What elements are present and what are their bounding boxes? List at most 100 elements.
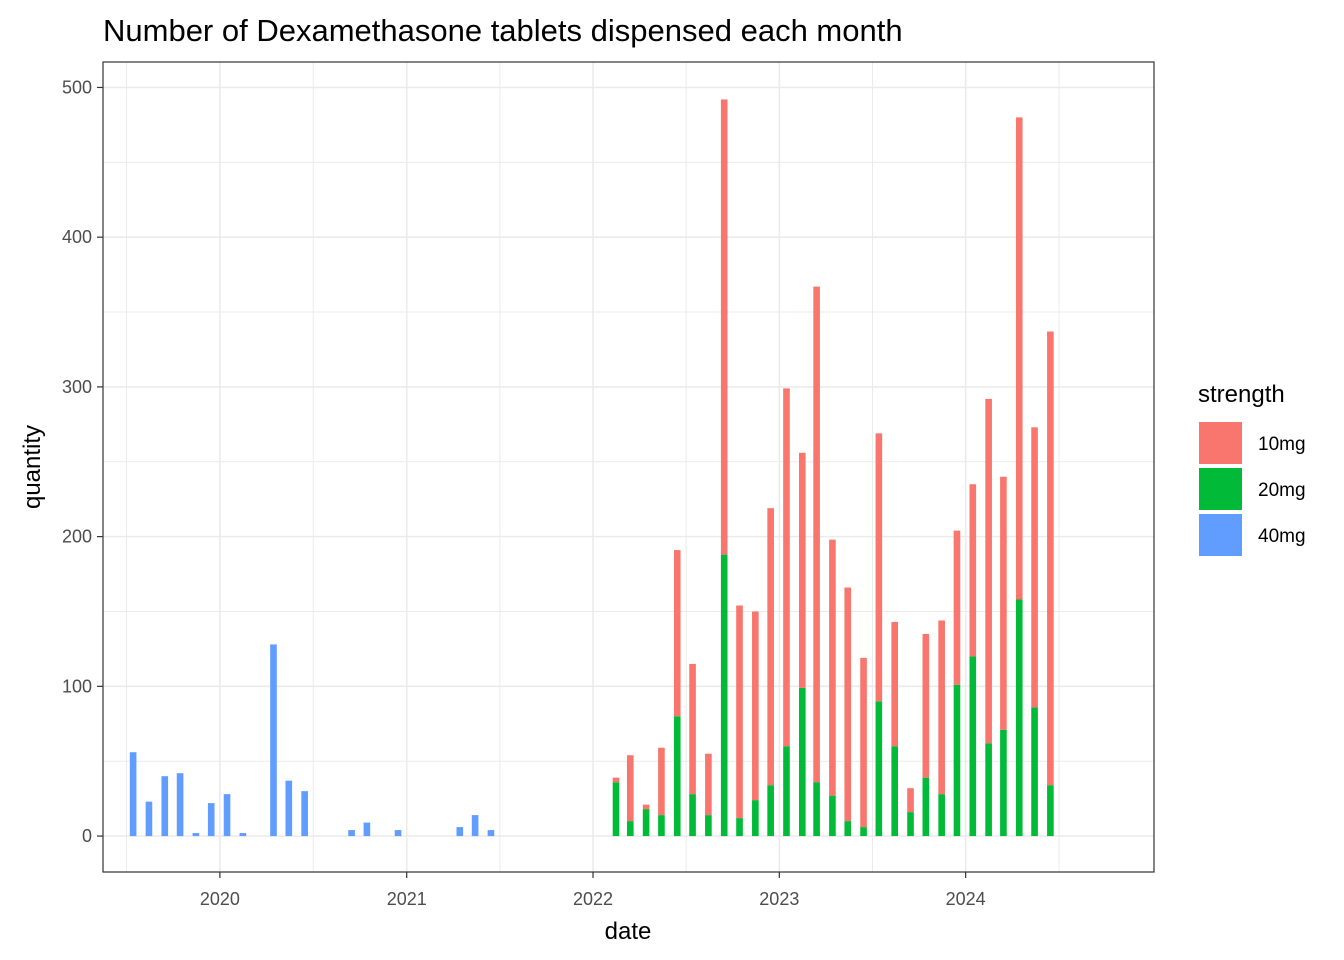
bar-20mg-2022-02 [612, 782, 620, 837]
bar-20mg-2023-12 [953, 684, 961, 837]
bar-20mg-2023-10 [922, 777, 930, 837]
bar-40mg-2019-08 [145, 801, 153, 837]
bar-20mg-2024-06 [1047, 785, 1054, 837]
bar-20mg-2023-06 [860, 827, 867, 837]
bar-10mg-2022-07 [689, 663, 696, 795]
bar-40mg-2020-10 [363, 822, 371, 837]
bar-20mg-2022-03 [626, 821, 634, 837]
bar-10mg-2023-07 [875, 433, 883, 702]
bar-10mg-2022-09 [720, 99, 728, 555]
bar-20mg-2023-05 [844, 821, 852, 837]
bar-10mg-2023-03 [813, 286, 820, 783]
bar-10mg-2023-04 [829, 539, 836, 796]
x-tick-label: 2024 [946, 889, 986, 909]
x-axis-label: date [605, 918, 652, 945]
bar-10mg-2023-02 [799, 452, 806, 688]
bar-40mg-2020-05 [285, 780, 293, 837]
bar-10mg-2024-02 [985, 398, 992, 744]
bar-40mg-2020-09 [348, 830, 355, 837]
bar-10mg-2022-11 [752, 611, 759, 801]
y-tick-label: 300 [62, 377, 92, 397]
bar-20mg-2023-07 [875, 701, 883, 837]
bar-10mg-2022-03 [626, 755, 634, 822]
legend-label-10mg: 10mg [1258, 434, 1306, 455]
bar-40mg-2020-04 [270, 644, 277, 837]
bar-10mg-2023-01 [783, 388, 790, 747]
x-axis: 2020 2021 2022 2023 2024 [200, 872, 986, 909]
bar-40mg-2020-06 [301, 791, 308, 837]
bar-10mg-2022-08 [705, 753, 712, 816]
plot-border [102, 61, 1155, 873]
grid-lines [103, 62, 1154, 872]
bar-40mg-2019-11 [192, 833, 200, 837]
bar-40mg-2020-02 [239, 833, 247, 837]
bar-10mg-2023-09 [907, 788, 914, 813]
bar-40mg-2019-10 [176, 773, 184, 837]
y-tick-label: 400 [62, 227, 92, 247]
bar-20mg-2024-04 [1015, 599, 1023, 837]
y-tick-label: 500 [62, 77, 92, 97]
bar-20mg-2022-07 [689, 794, 696, 837]
plot-panel [103, 62, 1154, 872]
bar-10mg-2022-05 [658, 747, 665, 816]
bar-40mg-2021-06 [487, 830, 495, 837]
bar-10mg-2023-05 [844, 587, 852, 822]
bar-20mg-2023-04 [829, 795, 836, 837]
bar-10mg-2023-08 [891, 621, 899, 747]
x-tick-label: 2020 [200, 889, 240, 909]
bar-40mg-2020-01 [223, 794, 231, 837]
legend: strength 10mg 20mg 40mg [1198, 381, 1306, 556]
bar-10mg-2022-02 [612, 777, 620, 783]
bar-10mg-2023-11 [938, 620, 945, 795]
bar-20mg-2022-11 [752, 800, 759, 837]
bar-10mg-2022-12 [767, 508, 774, 786]
bar-40mg-2021-04 [456, 827, 464, 837]
bar-20mg-2024-01 [969, 656, 977, 837]
legend-label-40mg: 40mg [1258, 526, 1306, 547]
bar-40mg-2019-09 [161, 776, 169, 837]
bar-20mg-2023-02 [799, 687, 806, 837]
legend-title: strength [1198, 381, 1285, 408]
legend-key-10mg [1199, 422, 1242, 464]
bar-20mg-2022-10 [736, 818, 743, 837]
bar-10mg-2024-03 [1000, 476, 1007, 730]
legend-key-20mg [1199, 468, 1242, 510]
bar-20mg-2023-08 [891, 746, 899, 837]
bars [129, 99, 1054, 837]
bar-20mg-2023-11 [938, 794, 945, 837]
bar-10mg-2024-06 [1047, 331, 1054, 786]
legend-label-20mg: 20mg [1258, 480, 1306, 501]
bar-20mg-2023-09 [907, 812, 914, 837]
bar-40mg-2019-12 [207, 803, 215, 837]
bar-10mg-2023-12 [953, 530, 961, 685]
bar-20mg-2023-01 [783, 746, 790, 837]
bar-20mg-2022-05 [658, 815, 665, 837]
bar-10mg-2022-04 [642, 804, 650, 810]
bar-10mg-2024-05 [1031, 427, 1038, 708]
bar-40mg-2021-05 [471, 815, 479, 837]
y-tick-label: 100 [62, 676, 92, 696]
bar-10mg-2024-04 [1015, 117, 1023, 600]
chart-title: Number of Dexamethasone tablets dispense… [103, 13, 903, 48]
y-axis: 0 100 200 300 400 500 [62, 77, 103, 846]
x-tick-label: 2023 [759, 889, 799, 909]
bar-20mg-2022-09 [720, 554, 728, 837]
bar-20mg-2024-05 [1031, 707, 1038, 837]
bar-20mg-2022-12 [767, 785, 774, 837]
bar-10mg-2023-10 [922, 633, 930, 778]
bar-20mg-2022-08 [705, 815, 712, 837]
x-tick-label: 2021 [387, 889, 427, 909]
y-axis-label: quantity [19, 425, 46, 509]
bar-20mg-2022-04 [642, 809, 650, 837]
bar-10mg-2022-06 [673, 550, 681, 717]
bar-20mg-2024-02 [985, 743, 992, 837]
bar-20mg-2024-03 [1000, 729, 1007, 837]
y-tick-label: 0 [82, 826, 92, 846]
legend-key-40mg [1199, 514, 1242, 556]
bar-10mg-2022-10 [736, 605, 743, 819]
bar-20mg-2022-06 [673, 716, 681, 837]
x-tick-label: 2022 [573, 889, 613, 909]
bar-20mg-2023-03 [813, 782, 820, 837]
bar-10mg-2024-01 [969, 484, 977, 657]
